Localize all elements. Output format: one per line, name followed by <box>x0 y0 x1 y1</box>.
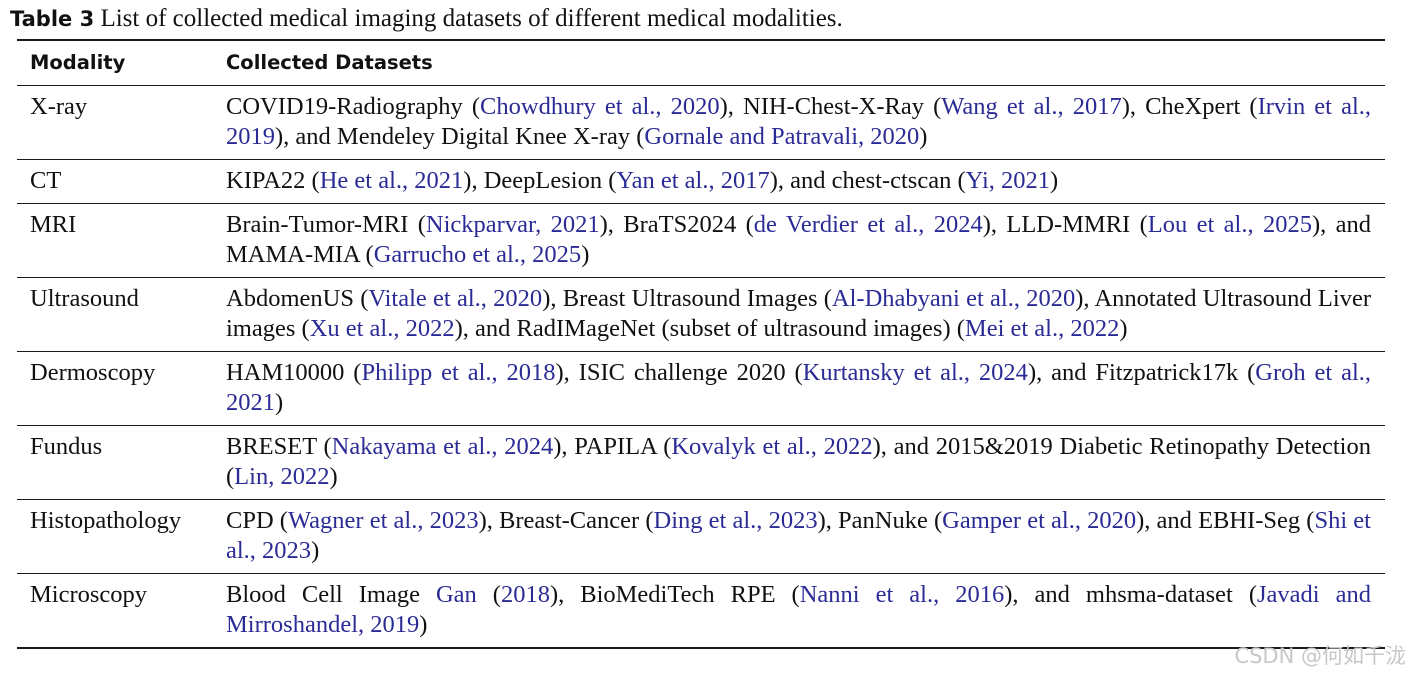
dataset-text: ), Breast Ultrasound Images ( <box>542 285 832 312</box>
dataset-text: ) <box>275 389 284 416</box>
citation-link[interactable]: Al-Dhabyani et al., 2020 <box>831 285 1076 312</box>
citation-link[interactable]: Nanni et al., 2016 <box>799 581 1005 608</box>
modality-cell: X-ray <box>30 93 88 120</box>
header-modality: Modality <box>30 51 126 74</box>
table-row: Dermoscopy HAM10000 (Philipp et al., 2018… <box>17 352 1385 426</box>
datasets-cell: CPD (Wagner et al., 2023), Breast-Cancer… <box>214 500 1385 574</box>
citation-link[interactable]: Lin, 2022 <box>234 463 330 490</box>
citation-link[interactable]: Gamper et al., 2020 <box>942 507 1137 534</box>
citation-link[interactable]: Nickparvar, 2021 <box>425 211 600 238</box>
dataset-text: ) <box>311 537 320 564</box>
dataset-text: Brain-Tumor-MRI ( <box>226 211 426 238</box>
dataset-text: ) <box>329 463 338 490</box>
datasets-cell: HAM10000 (Philipp et al., 2018), ISIC ch… <box>214 352 1385 426</box>
citation-link[interactable]: Lou et al., 2025 <box>1147 211 1312 238</box>
dataset-text: ), and RadIMageNet (subset of ultrasound… <box>454 315 965 342</box>
dataset-text: ), Annotated Ultrasound Liver images ( <box>226 285 1371 342</box>
dataset-text: AbdomenUS ( <box>226 285 369 312</box>
dataset-text: ), and Fitzpatrick17k ( <box>1027 359 1256 386</box>
table-caption: Table 3 List of collected medical imagin… <box>10 4 843 34</box>
modality-cell: Histopathology <box>30 507 182 534</box>
datasets-cell: AbdomenUS (Vitale et al., 2020), Breast … <box>214 278 1385 352</box>
citation-link[interactable]: Gornale and Patravali, 2020 <box>644 123 920 150</box>
dataset-text: ), and 2015&2019 Diabetic Retinopathy De… <box>226 433 1371 490</box>
citation-link[interactable]: Nakayama et al., 2024 <box>331 433 554 460</box>
modality-cell: CT <box>30 167 62 194</box>
citation-link[interactable]: Javadi and Mirroshandel, 2019 <box>226 581 1371 638</box>
modality-cell: Microscopy <box>30 581 148 608</box>
modality-cell: Fundus <box>30 433 103 460</box>
citation-link[interactable]: 2018 <box>500 581 550 608</box>
table-row: MRI Brain-Tumor-MRI (Nickparvar, 2021), B… <box>17 204 1385 278</box>
citation-link[interactable]: Yan et al., 2017 <box>616 167 770 194</box>
dataset-text: ), ISIC challenge 2020 ( <box>555 359 803 386</box>
citation-link[interactable]: Shi et al., 2023 <box>226 507 1371 564</box>
table-caption-text: List of collected medical imaging datase… <box>100 5 843 32</box>
dataset-text: ), and EBHI-Seg ( <box>1136 507 1315 534</box>
dataset-text: ), NIH-Chest-X-Ray ( <box>719 93 942 120</box>
table-row: Fundus BRESET (Nakayama et al., 2024), PA… <box>17 426 1385 500</box>
datasets-table: Modality Collected Datasets X-ray COVID19… <box>17 39 1385 649</box>
table-caption-label: Table 3 <box>10 7 95 31</box>
dataset-text: CPD ( <box>226 507 288 534</box>
header-collected-datasets: Collected Datasets <box>226 51 433 74</box>
dataset-text: ), CheXpert ( <box>1121 93 1258 120</box>
dataset-text: ), BioMediTech RPE ( <box>549 581 800 608</box>
datasets-cell: Brain-Tumor-MRI (Nickparvar, 2021), BraT… <box>214 204 1385 278</box>
table-header-row: Modality Collected Datasets <box>17 40 1385 86</box>
modality-cell: MRI <box>30 211 77 238</box>
citation-link[interactable]: Wagner et al., 2023 <box>287 507 479 534</box>
dataset-text: ) <box>1119 315 1128 342</box>
citation-link[interactable]: Vitale et al., 2020 <box>368 285 543 312</box>
modality-cell: Dermoscopy <box>30 359 156 386</box>
citation-link[interactable]: Yi, 2021 <box>965 167 1051 194</box>
dataset-text: BRESET ( <box>226 433 332 460</box>
citation-link[interactable]: He et al., 2021 <box>319 167 464 194</box>
table-row: Microscopy Blood Cell Image Gan (2018), B… <box>17 574 1385 649</box>
dataset-text: ) <box>919 123 928 150</box>
datasets-cell: BRESET (Nakayama et al., 2024), PAPILA (… <box>214 426 1385 500</box>
dataset-text: ), and Mendeley Digital Knee X-ray ( <box>275 123 645 150</box>
datasets-cell: COVID19-Radiography (Chowdhury et al., 2… <box>214 86 1385 160</box>
table-row: Histopathology CPD (Wagner et al., 2023),… <box>17 500 1385 574</box>
citation-link[interactable]: Ding et al., 2023 <box>653 507 818 534</box>
dataset-text: ) <box>1050 167 1059 194</box>
dataset-text: ), BraTS2024 ( <box>599 211 754 238</box>
watermark: CSDN @何如千泷 <box>1234 644 1406 668</box>
dataset-text: ( <box>476 581 501 608</box>
citation-link[interactable]: Wang et al., 2017 <box>941 93 1122 120</box>
dataset-text: KIPA22 ( <box>226 167 320 194</box>
dataset-text: ) <box>581 241 590 268</box>
dataset-text: ), and mhsma-dataset ( <box>1004 581 1257 608</box>
citation-link[interactable]: Kovalyk et al., 2022 <box>671 433 873 460</box>
dataset-text: Blood Cell Image <box>226 581 436 608</box>
datasets-cell: Blood Cell Image Gan (2018), BioMediTech… <box>214 574 1385 649</box>
citation-link[interactable]: Kurtansky et al., 2024 <box>802 359 1028 386</box>
citation-link[interactable]: Chowdhury et al., 2020 <box>480 93 720 120</box>
dataset-text: ), LLD-MMRI ( <box>982 211 1148 238</box>
table-row: Ultrasound AbdomenUS (Vitale et al., 2020… <box>17 278 1385 352</box>
citation-link[interactable]: Irvin et al., 2019 <box>226 93 1371 150</box>
dataset-text: COVID19-Radiography ( <box>226 93 481 120</box>
citation-link[interactable]: de Verdier et al., 2024 <box>753 211 983 238</box>
table-row: X-ray COVID19-Radiography (Chowdhury et a… <box>17 86 1385 160</box>
dataset-text: ), Breast-Cancer ( <box>478 507 654 534</box>
dataset-text: ) <box>419 611 428 638</box>
table-body: X-ray COVID19-Radiography (Chowdhury et a… <box>17 86 1385 649</box>
citation-link[interactable]: Gan <box>435 581 477 608</box>
dataset-text: HAM10000 ( <box>226 359 362 386</box>
datasets-cell: KIPA22 (He et al., 2021), DeepLesion (Ya… <box>214 160 1385 204</box>
citation-link[interactable]: Xu et al., 2022 <box>309 315 455 342</box>
dataset-text: ), and chest-ctscan ( <box>769 167 966 194</box>
citation-link[interactable]: Philipp et al., 2018 <box>361 359 556 386</box>
modality-cell: Ultrasound <box>30 285 139 312</box>
citation-link[interactable]: Groh et al., 2021 <box>226 359 1371 416</box>
dataset-text: ), and MAMA-MIA ( <box>226 211 1371 268</box>
dataset-text: ), DeepLesion ( <box>463 167 617 194</box>
citation-link[interactable]: Garrucho et al., 2025 <box>373 241 582 268</box>
table-row: CT KIPA22 (He et al., 2021), DeepLesion (… <box>17 160 1385 204</box>
citation-link[interactable]: Mei et al., 2022 <box>964 315 1120 342</box>
dataset-text: ), PanNuke ( <box>817 507 943 534</box>
dataset-text: ), PAPILA ( <box>553 433 672 460</box>
